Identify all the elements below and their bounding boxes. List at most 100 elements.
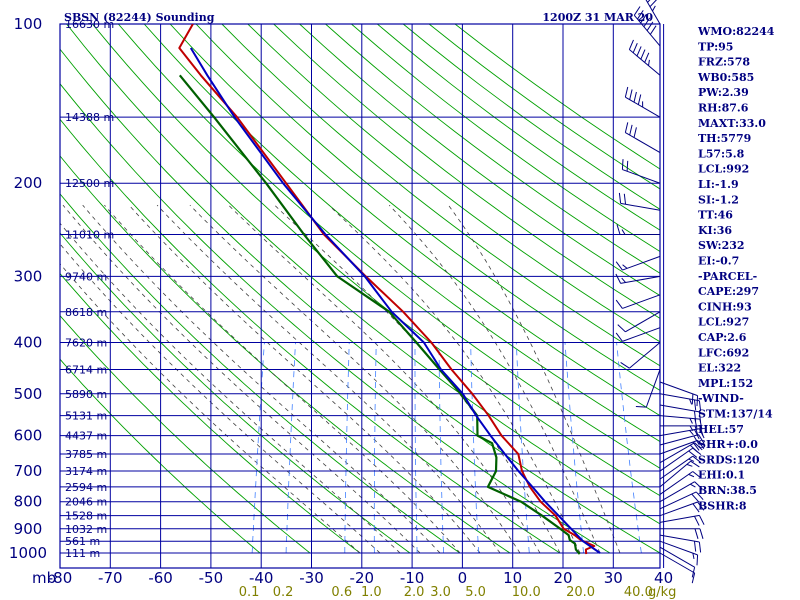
wind-barb-feather [637,94,642,105]
dry-adiabat [60,314,311,554]
mixing-ratio-label: 1.0 [361,585,382,600]
wind-barb-staff [659,501,698,517]
mixing-ratio-label: 0.6 [331,585,352,600]
index-entry: PW:2.39 [698,86,749,99]
mixing-ratio-label: 20.0 [566,585,595,600]
mixing-ratio-label: 3.0 [430,585,451,600]
wind-barb-feather [628,39,634,50]
wind-barb-staff [659,434,699,446]
mixing-ratio-label: 40.0 [624,585,653,600]
wind-barb-staff [659,455,694,480]
wind-barb-feather [688,450,698,458]
mixing-ratio-label: 10.0 [512,585,541,600]
wind-barb-feather [693,541,697,552]
index-entry: KI:36 [698,224,732,237]
wind-barb-feather [640,13,647,24]
height-label: 5131 m [65,410,107,423]
wind-barb-staff [625,311,661,333]
temperature-tick-label: -70 [98,569,123,587]
height-label: 16630 m [65,18,114,31]
index-entry: WB0:585 [697,71,754,84]
wind-barb-feather [691,572,696,584]
index-entry: WMO:82244 [697,25,775,38]
height-label: 14388 m [65,111,114,124]
wind-barb-staff [659,439,698,455]
wind-barb-feather [694,425,699,437]
temperature-tick-label: -20 [350,569,375,587]
wind-barbs [615,0,705,584]
wind-barb-feather [615,299,623,309]
wind-barb-feather [637,10,644,20]
wind-barb-feather [694,418,698,430]
wind-barb-feather [644,52,650,63]
wind-barb-staff [659,460,691,488]
wind-barb-staff [622,169,661,184]
wind-barb-feather [688,458,695,462]
indices-panel: WMO:82244 TP:95 FRZ:578 WB0:585 PW:2.39 RH:87… [697,25,775,512]
height-label: 111 m [65,547,100,560]
index-entry: STM:137/14 [698,408,773,421]
height-label: 1032 m [65,523,107,536]
wind-barb-feather [697,440,705,450]
index-entry: LCL:927 [698,316,749,329]
mixing-ratio-label: 2.0 [404,585,425,600]
pressure-tick-label: 100 [14,15,43,33]
wind-barb-feather [690,460,700,468]
index-entry: TH:5779 [698,132,751,145]
mixing-ratio-label: 5.0 [465,585,486,600]
temperature-tick-label: 30 [604,569,623,587]
pressure-tick-label: 1000 [9,544,47,562]
wind-barb-feather [698,400,702,412]
wind-barb-feather [633,91,637,103]
height-label: 11010 m [65,229,114,242]
pressure-tick-label: 500 [14,385,43,403]
wind-barb-feather [652,5,656,12]
wind-barb-feather [693,399,697,411]
wind-barb-staff [659,534,700,543]
wind-barb-staff [622,294,661,309]
temperature-tick-label: 20 [553,569,572,587]
wind-barb-staff [659,471,694,495]
wind-barb-feather [699,528,704,539]
wind-barb-feather [643,17,651,28]
wind-barb-feather [615,273,622,284]
mixing-ratio-line [344,342,350,553]
y-axis-unit: mb [32,569,56,587]
wind-barb-feather [618,192,622,204]
dry-adiabat [60,232,411,554]
temperature-line [178,24,596,555]
wind-barb-feather [632,42,638,53]
pressure-tick-label: 900 [14,520,43,538]
wind-barb-feather [694,429,700,440]
index-entry: BRN:38.5 [698,484,757,497]
mixing-ratio-line [373,342,377,554]
wind-barb-feather [621,277,626,283]
pressure-tick-label: 600 [14,427,43,445]
wind-barb-feather [697,501,705,511]
mixing-ratio-line [515,342,530,554]
wind-barb-feather [622,264,628,269]
wind-barb-feather [633,6,641,16]
wind-barb-staff [659,428,700,437]
mixing-ratio-line [470,342,479,554]
wind-barb-feather [640,49,646,60]
height-label: 12500 m [65,177,114,190]
pressure-tick-label: 700 [14,462,43,480]
plot-border [59,23,661,569]
grid [59,23,665,569]
wind-barb-feather [696,395,699,407]
height-label: 3785 m [65,448,107,461]
wind-barb-staff [620,202,661,211]
moist-adiabat [228,204,541,554]
temperature-tick-label: 40 [654,569,673,587]
index-entry: TP:95 [698,40,733,53]
x-axis-unit-right: g/kg [648,585,676,600]
index-entry: -WIND- [698,392,744,405]
wind-barb-feather [695,491,704,501]
wind-barb-feather [624,122,629,133]
wind-barb-staff [659,442,695,464]
temperature-tick-label: 10 [503,569,522,587]
wind-barb-feather [690,483,696,488]
index-entry: -PARCEL- [698,270,757,283]
moist-adiabat [328,204,581,554]
